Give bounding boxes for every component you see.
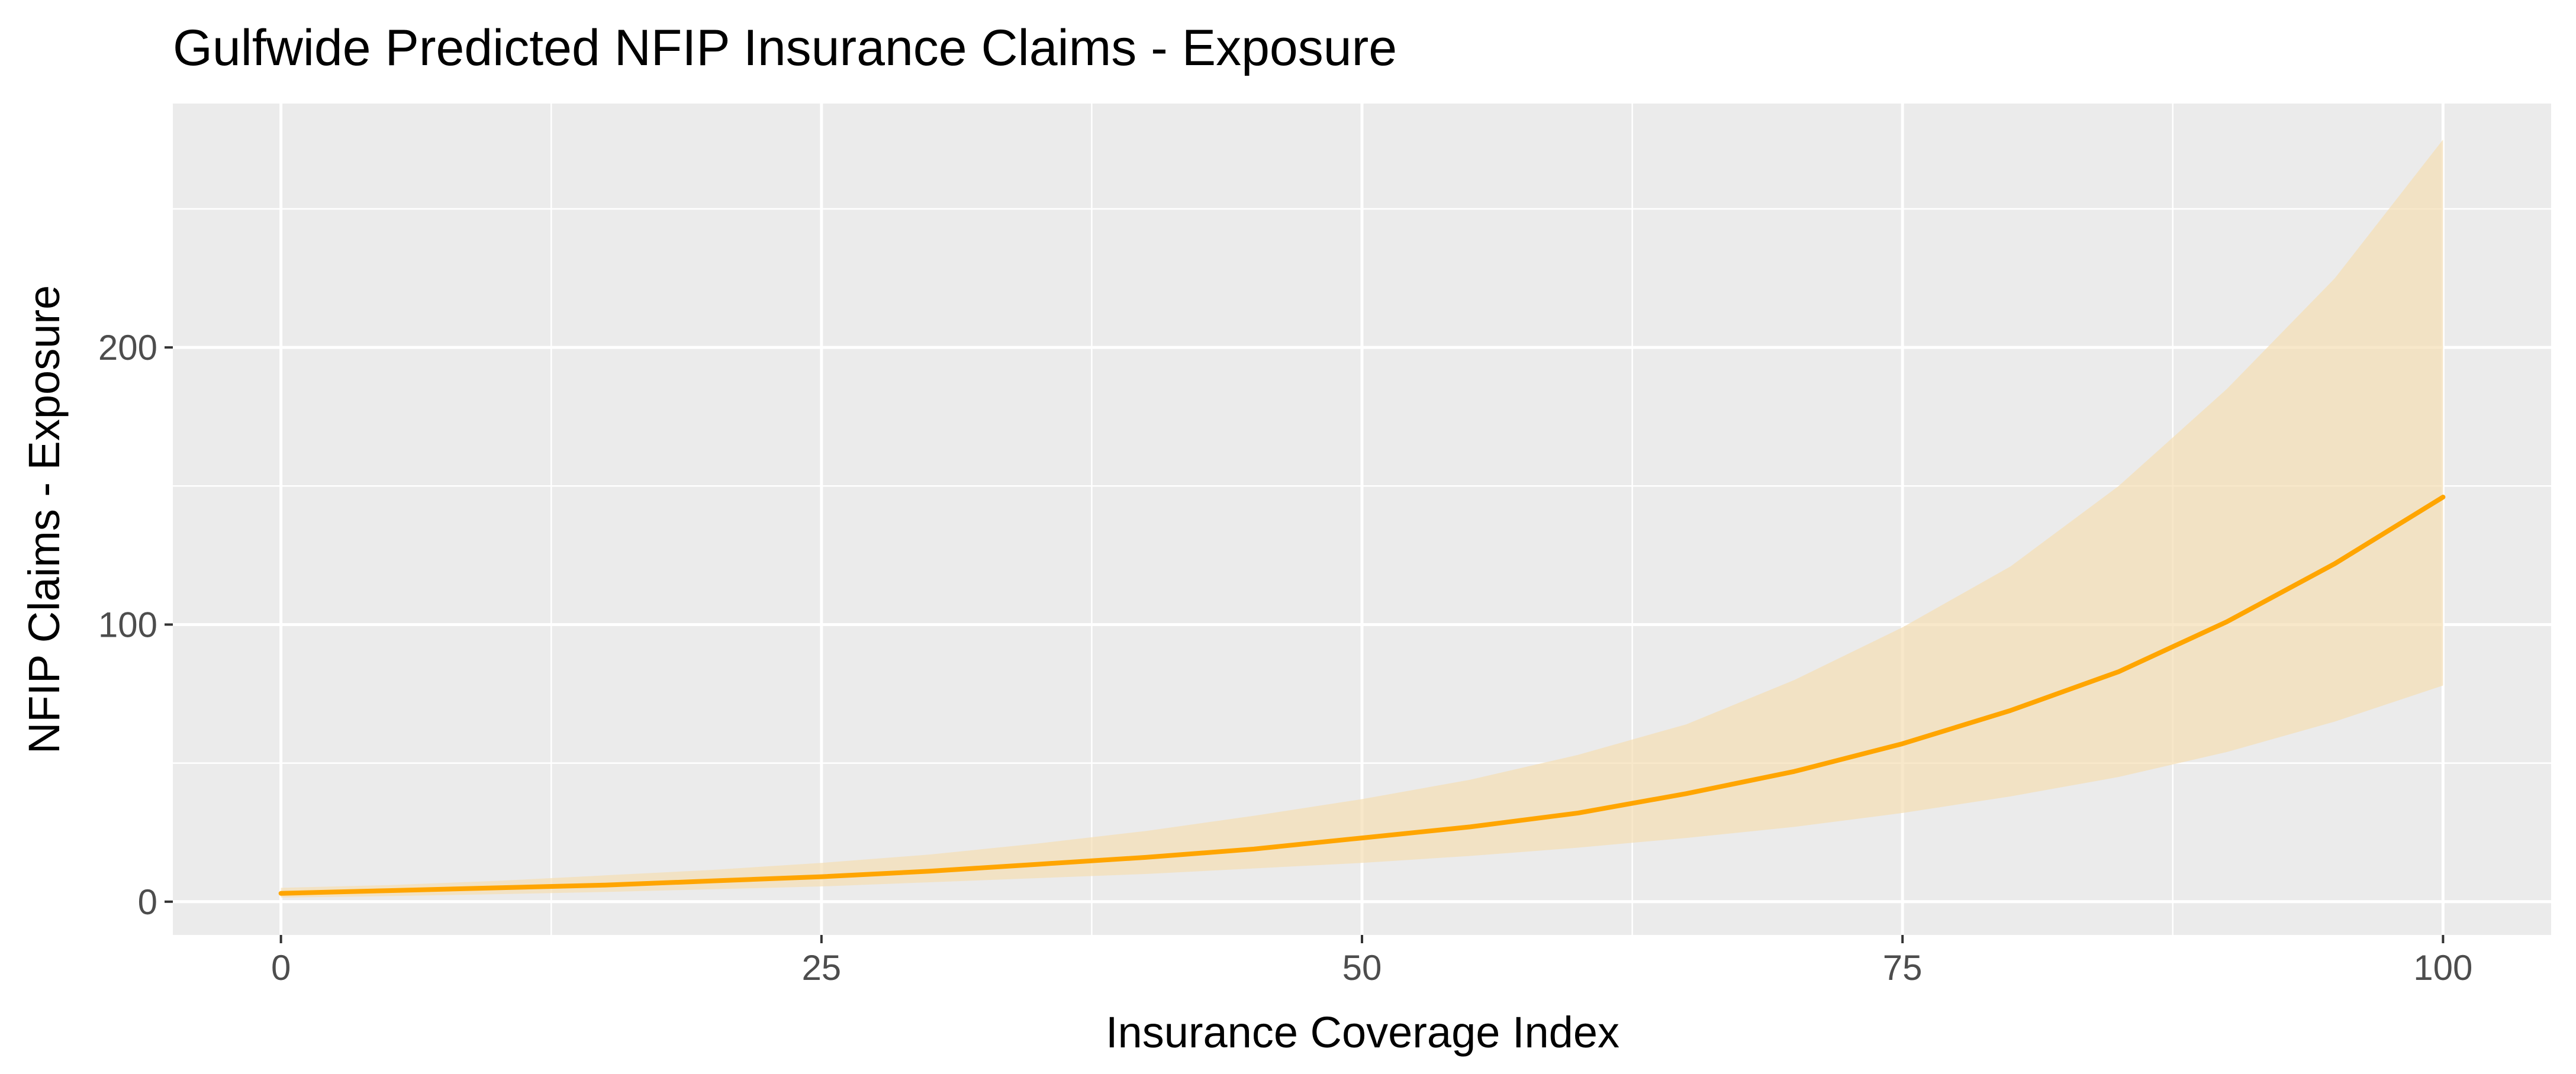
x-axis-title: Insurance Coverage Index [1106, 1008, 1619, 1057]
y-tick-label: 200 [98, 328, 157, 367]
prediction-line [278, 495, 2446, 896]
confidence-ribbon [281, 139, 2443, 898]
x-tick-label: 0 [271, 948, 291, 988]
y-tick-label: 0 [138, 882, 157, 922]
y-axis-title: NFIP Claims - Exposure [20, 285, 69, 754]
x-tick-label: 50 [1342, 948, 1382, 988]
x-tick-label: 25 [801, 948, 841, 988]
x-tick-label: 75 [1883, 948, 1923, 988]
x-axis-ticks: 0 25 50 75 100 [271, 935, 2472, 988]
y-tick-label: 100 [98, 605, 157, 644]
y-axis-ticks: 0 100 200 [98, 328, 173, 922]
x-tick-label: 100 [2413, 948, 2472, 988]
chart-title: Gulfwide Predicted NFIP Insurance Claims… [173, 20, 1397, 76]
